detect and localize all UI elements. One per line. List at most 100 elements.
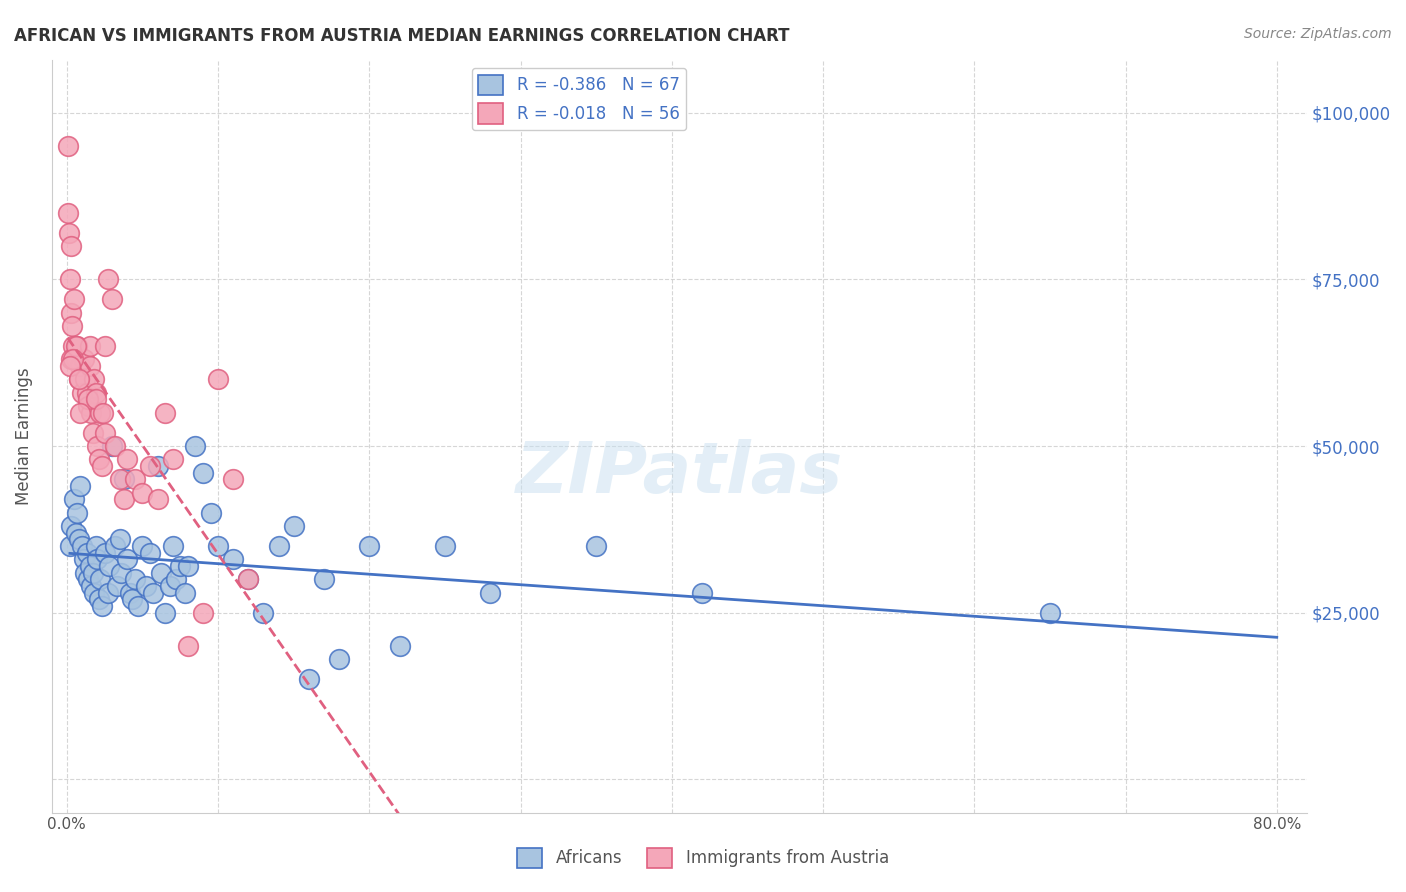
- Point: [222, 552, 245, 566]
- Point: [165, 572, 187, 586]
- Point: [77, 392, 100, 407]
- Point: [79, 559, 101, 574]
- Point: [124, 572, 146, 586]
- Point: [69, 406, 91, 420]
- Point: [298, 673, 321, 687]
- Point: [207, 539, 229, 553]
- Point: [149, 566, 172, 580]
- Point: [87, 592, 110, 607]
- Point: [82, 566, 104, 580]
- Point: [65, 352, 87, 367]
- Point: [146, 458, 169, 473]
- Point: [104, 439, 127, 453]
- Point: [153, 606, 176, 620]
- Point: [238, 572, 260, 586]
- Point: [177, 639, 200, 653]
- Point: [65, 525, 87, 540]
- Point: [63, 293, 86, 307]
- Point: [142, 585, 165, 599]
- Point: [83, 372, 105, 386]
- Point: [80, 406, 103, 420]
- Point: [388, 639, 411, 653]
- Point: [86, 552, 108, 566]
- Point: [131, 485, 153, 500]
- Point: [83, 585, 105, 599]
- Point: [117, 452, 139, 467]
- Point: [131, 539, 153, 553]
- Point: [238, 572, 260, 586]
- Point: [67, 372, 90, 386]
- Point: [66, 339, 89, 353]
- Point: [91, 406, 114, 420]
- Point: [66, 506, 89, 520]
- Point: [90, 599, 112, 613]
- Point: [359, 539, 381, 553]
- Point: [60, 306, 83, 320]
- Point: [73, 566, 96, 580]
- Point: [84, 539, 107, 553]
- Point: [585, 539, 607, 553]
- Point: [105, 579, 128, 593]
- Point: [173, 585, 195, 599]
- Point: [121, 592, 143, 607]
- Point: [200, 506, 222, 520]
- Point: [124, 472, 146, 486]
- Point: [56, 139, 79, 153]
- Point: [139, 546, 162, 560]
- Point: [110, 566, 132, 580]
- Point: [62, 352, 84, 367]
- Point: [79, 339, 101, 353]
- Point: [312, 572, 335, 586]
- Point: [89, 572, 111, 586]
- Point: [252, 606, 274, 620]
- Point: [60, 519, 83, 533]
- Point: [87, 452, 110, 467]
- Point: [191, 466, 214, 480]
- Text: ZIPatlas: ZIPatlas: [516, 439, 844, 508]
- Point: [84, 392, 107, 407]
- Point: [77, 572, 100, 586]
- Point: [67, 533, 90, 547]
- Point: [690, 585, 713, 599]
- Point: [59, 239, 82, 253]
- Point: [93, 339, 115, 353]
- Point: [162, 539, 184, 553]
- Point: [93, 425, 115, 440]
- Point: [101, 439, 124, 453]
- Point: [76, 546, 98, 560]
- Point: [65, 339, 87, 353]
- Point: [1039, 606, 1062, 620]
- Point: [97, 272, 120, 286]
- Point: [70, 385, 93, 400]
- Point: [58, 226, 80, 240]
- Point: [120, 585, 142, 599]
- Point: [169, 559, 191, 574]
- Point: [62, 339, 84, 353]
- Point: [267, 539, 290, 553]
- Point: [117, 552, 139, 566]
- Y-axis label: Median Earnings: Median Earnings: [15, 368, 32, 505]
- Text: AFRICAN VS IMMIGRANTS FROM AUSTRIA MEDIAN EARNINGS CORRELATION CHART: AFRICAN VS IMMIGRANTS FROM AUSTRIA MEDIA…: [14, 27, 790, 45]
- Point: [283, 519, 305, 533]
- Point: [73, 372, 96, 386]
- Point: [108, 533, 131, 547]
- Point: [98, 559, 121, 574]
- Point: [112, 492, 135, 507]
- Point: [59, 359, 82, 373]
- Point: [60, 319, 83, 334]
- Point: [162, 452, 184, 467]
- Legend: Africans, Immigrants from Austria: Africans, Immigrants from Austria: [510, 841, 896, 875]
- Point: [139, 458, 162, 473]
- Point: [112, 472, 135, 486]
- Legend: R = -0.386   N = 67, R = -0.018   N = 56: R = -0.386 N = 67, R = -0.018 N = 56: [471, 68, 686, 130]
- Point: [69, 359, 91, 373]
- Point: [153, 406, 176, 420]
- Point: [134, 579, 156, 593]
- Point: [67, 372, 90, 386]
- Point: [86, 439, 108, 453]
- Point: [82, 425, 104, 440]
- Point: [177, 559, 200, 574]
- Point: [59, 272, 82, 286]
- Point: [80, 579, 103, 593]
- Point: [60, 352, 83, 367]
